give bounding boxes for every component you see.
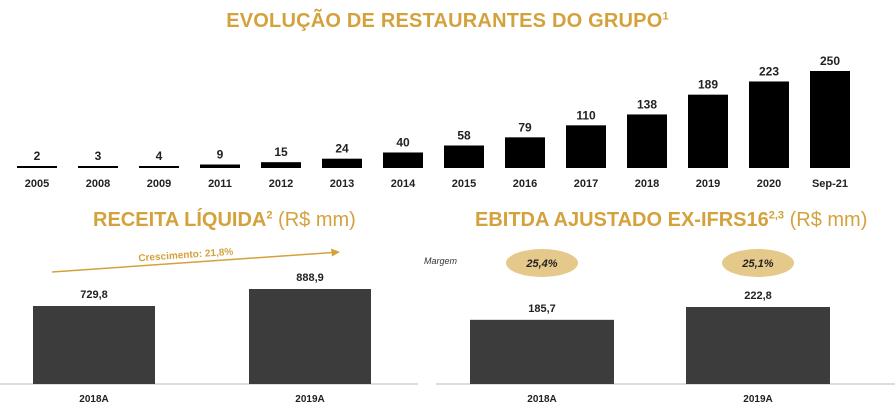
page-title-text: EVOLUÇÃO DE RESTAURANTES DO GRUPO <box>226 10 663 32</box>
restaurants-value-label: 40 <box>396 135 410 149</box>
restaurants-value-label: 138 <box>637 97 657 111</box>
page-title-footnote: 1 <box>662 10 669 23</box>
receita-title: RECEITA LÍQUIDA2 (R$ mm) <box>93 209 356 232</box>
receita-unit: (R$ mm) <box>278 209 356 231</box>
restaurants-bar-Sep-21 <box>810 71 850 168</box>
restaurants-tick-label: 2019 <box>696 178 720 190</box>
receita-value-label: 888,9 <box>296 272 324 284</box>
restaurants-chart: 2 2005 3 2008 4 2009 9 2011 15 2012 24 2013 40 2014 58… <box>17 54 850 190</box>
margin-value: 25,4% <box>525 258 557 270</box>
restaurants-bar-2019 <box>688 94 728 168</box>
restaurants-bar-2005 <box>17 166 57 168</box>
ebitda-value-label: 185,7 <box>528 303 556 315</box>
restaurants-value-label: 79 <box>518 120 532 134</box>
restaurants-bar-2018 <box>627 114 667 168</box>
receita-bar-2018A <box>33 306 155 384</box>
restaurants-value-label: 15 <box>274 145 288 159</box>
ebitda-bar-2018A <box>470 319 614 384</box>
restaurants-bar-2009 <box>139 166 179 168</box>
restaurants-value-label: 2 <box>34 149 41 163</box>
receita-title-text: RECEITA LÍQUIDA <box>93 209 267 231</box>
restaurants-tick-label: 2005 <box>25 178 49 190</box>
ebitda-bar-2019A <box>686 307 830 384</box>
ebitda-unit: (R$ mm) <box>789 209 868 231</box>
restaurants-tick-label: Sep-21 <box>812 178 848 190</box>
restaurants-value-label: 3 <box>95 149 102 163</box>
restaurants-tick-label: 2009 <box>147 178 171 190</box>
restaurants-tick-label: 2008 <box>86 178 110 190</box>
receita-tick-label: 2019A <box>295 394 324 405</box>
restaurants-bar-2017 <box>566 125 606 168</box>
receita-chart: 729,8 2018A 888,9 2019A <box>0 272 418 405</box>
ebitda-tick-label: 2019A <box>743 394 772 405</box>
restaurants-tick-label: 2014 <box>391 178 416 190</box>
restaurants-tick-label: 2012 <box>269 178 293 190</box>
ebitda-title-footnote: 2,3 <box>768 209 785 222</box>
receita-value-label: 729,8 <box>80 289 108 301</box>
restaurants-tick-label: 2017 <box>574 178 598 190</box>
receita-bar-2019A <box>249 289 371 384</box>
restaurants-tick-label: 2016 <box>513 178 537 190</box>
restaurants-tick-label: 2013 <box>330 178 354 190</box>
ebitda-value-label: 222,8 <box>744 290 772 302</box>
ebitda-tick-label: 2018A <box>527 394 556 405</box>
restaurants-bar-2013 <box>322 158 362 168</box>
restaurants-tick-label: 2020 <box>757 178 781 190</box>
restaurants-value-label: 4 <box>156 149 163 163</box>
restaurants-value-label: 110 <box>576 108 596 122</box>
margin-pill <box>722 249 794 277</box>
growth-label: Crescimento: 21,8% <box>138 247 234 265</box>
growth-arrow: Crescimento: 21,8% <box>51 247 340 273</box>
restaurants-value-label: 9 <box>217 148 224 162</box>
ebitda-title: EBITDA AJUSTADO EX-IFRS162,3 (R$ mm) <box>475 209 867 232</box>
margin-value: 25,1% <box>741 258 773 270</box>
restaurants-bar-2015 <box>444 145 484 168</box>
restaurants-value-label: 24 <box>335 142 349 156</box>
restaurants-bar-2012 <box>261 162 301 168</box>
growth-arrow-head <box>331 248 340 257</box>
restaurants-bar-2016 <box>505 137 545 168</box>
restaurants-tick-label: 2011 <box>208 178 232 190</box>
receita-tick-label: 2018A <box>79 394 108 405</box>
restaurants-bar-2011 <box>200 164 240 168</box>
restaurants-tick-label: 2015 <box>452 178 476 190</box>
restaurants-value-label: 250 <box>820 54 840 68</box>
restaurants-bar-2014 <box>383 152 423 168</box>
restaurants-bar-2008 <box>78 166 118 168</box>
margin-label: Margem <box>424 256 458 266</box>
restaurants-value-label: 223 <box>759 64 779 78</box>
page-title: EVOLUÇÃO DE RESTAURANTES DO GRUPO1 <box>0 10 895 33</box>
margin-pill <box>506 249 578 277</box>
restaurants-tick-label: 2018 <box>635 178 659 190</box>
ebitda-chart: 185,7 2018A 25,4% 222,8 2019A 25,1% <box>436 249 895 405</box>
growth-arrow-line <box>51 251 334 273</box>
receita-title-footnote: 2 <box>266 209 273 222</box>
restaurants-bar-2020 <box>749 81 789 168</box>
restaurants-value-label: 189 <box>698 78 718 92</box>
restaurants-value-label: 58 <box>457 128 471 142</box>
ebitda-title-text: EBITDA AJUSTADO EX-IFRS16 <box>475 209 769 231</box>
